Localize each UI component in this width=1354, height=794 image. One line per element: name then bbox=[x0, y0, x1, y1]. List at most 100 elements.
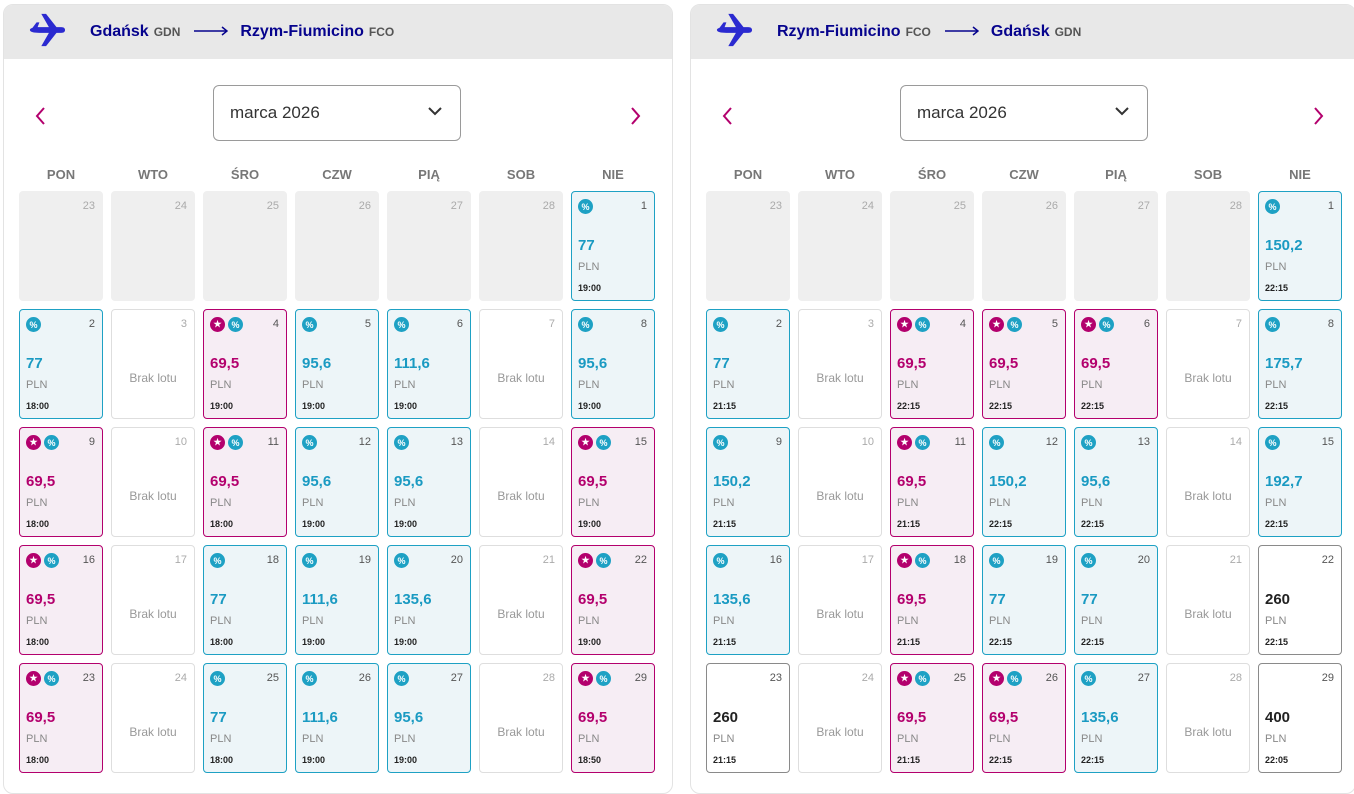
fare-price: 175,7 bbox=[1265, 355, 1303, 372]
day-number: 26 bbox=[358, 200, 371, 212]
day-number: 18 bbox=[266, 554, 279, 566]
discount-icon: % bbox=[1007, 317, 1022, 332]
calendar-day-cell[interactable]: 27% 95,6 PLN 19:00 bbox=[387, 663, 471, 773]
chevron-left-icon[interactable] bbox=[717, 105, 739, 127]
fare-price: 69,5 bbox=[989, 355, 1019, 372]
calendar-day-cell[interactable]: 1% 150,2 PLN 22:15 bbox=[1258, 191, 1342, 301]
currency-label: PLN bbox=[26, 615, 48, 627]
calendar-day-cell[interactable]: 13% 95,6 PLN 22:15 bbox=[1074, 427, 1158, 537]
calendar-day-cell[interactable]: 29 ★% 69,5 PLN 18:50 bbox=[571, 663, 655, 773]
calendar-day-cell[interactable]: 12% 150,2 PLN 22:15 bbox=[982, 427, 1066, 537]
badge-group: % bbox=[1081, 671, 1096, 686]
currency-label: PLN bbox=[1265, 733, 1287, 745]
calendar-day-cell[interactable]: 26 ★% 69,5 PLN 22:15 bbox=[982, 663, 1066, 773]
fare-price: 77 bbox=[989, 591, 1006, 608]
chevron-right-icon[interactable] bbox=[624, 105, 646, 127]
currency-label: PLN bbox=[578, 733, 600, 745]
currency-label: PLN bbox=[1265, 497, 1287, 509]
calendar-day-cell[interactable]: 23 ★% 69,5 PLN 18:00 bbox=[19, 663, 103, 773]
departure-time: 22:15 bbox=[897, 401, 921, 411]
calendar-day-cell[interactable]: 4 ★% 69,5 PLN 22:15 bbox=[890, 309, 974, 419]
discount-icon: % bbox=[596, 553, 611, 568]
badge-group: % bbox=[713, 553, 728, 568]
calendar-day-cell[interactable]: 22 ★% 69,5 PLN 19:00 bbox=[571, 545, 655, 655]
club-star-icon: ★ bbox=[989, 671, 1004, 686]
calendar-day-cell[interactable]: 19% 111,6 PLN 19:00 bbox=[295, 545, 379, 655]
departure-time: 18:00 bbox=[26, 637, 50, 647]
calendar-day-cell[interactable]: 9% 150,2 PLN 21:15 bbox=[706, 427, 790, 537]
calendar-day-cell[interactable]: 27% 135,6 PLN 22:15 bbox=[1074, 663, 1158, 773]
discount-icon: % bbox=[302, 317, 317, 332]
discount-icon: % bbox=[1081, 671, 1096, 686]
chevron-left-icon[interactable] bbox=[30, 105, 52, 127]
fare-price: 77 bbox=[26, 355, 43, 372]
calendar-day-cell[interactable]: 5% 95,6 PLN 19:00 bbox=[295, 309, 379, 419]
day-number: 20 bbox=[450, 554, 463, 566]
calendar-day-cell: 14 Brak lotu bbox=[479, 427, 563, 537]
calendar-day-cell[interactable]: 25% 77 PLN 18:00 bbox=[203, 663, 287, 773]
plane-icon bbox=[28, 11, 90, 54]
calendar-day-cell[interactable]: 13% 95,6 PLN 19:00 bbox=[387, 427, 471, 537]
calendar-day-cell[interactable]: 4 ★% 69,5 PLN 19:00 bbox=[203, 309, 287, 419]
calendar-day-cell[interactable]: 18% 77 PLN 18:00 bbox=[203, 545, 287, 655]
badge-group: ★% bbox=[578, 435, 611, 450]
chevron-right-icon[interactable] bbox=[1307, 105, 1329, 127]
day-number: 10 bbox=[174, 436, 187, 448]
weekday-label: PIĄ bbox=[1105, 167, 1127, 182]
departure-time: 22:15 bbox=[989, 401, 1013, 411]
calendar-day-cell: 23 bbox=[19, 191, 103, 301]
calendar-day-cell[interactable]: 1% 77 PLN 19:00 bbox=[571, 191, 655, 301]
calendar-day-cell[interactable]: 11 ★% 69,5 PLN 18:00 bbox=[203, 427, 287, 537]
no-flight-label: Brak lotu bbox=[816, 489, 864, 503]
calendar-day-cell[interactable]: 15% 192,7 PLN 22:15 bbox=[1258, 427, 1342, 537]
day-number: 24 bbox=[174, 200, 187, 212]
day-number: 3 bbox=[180, 318, 187, 330]
badge-group: % bbox=[1081, 435, 1096, 450]
currency-label: PLN bbox=[713, 733, 735, 745]
calendar-day-cell[interactable]: 11 ★% 69,5 PLN 21:15 bbox=[890, 427, 974, 537]
calendar-day-cell: 24 Brak lotu bbox=[111, 663, 195, 773]
discount-icon: % bbox=[210, 671, 225, 686]
calendar-day-cell[interactable]: 2% 77 PLN 18:00 bbox=[19, 309, 103, 419]
calendar-day-cell[interactable]: 19% 77 PLN 22:15 bbox=[982, 545, 1066, 655]
calendar-day-cell[interactable]: 16 ★% 69,5 PLN 18:00 bbox=[19, 545, 103, 655]
month-select[interactable]: marca 2026 bbox=[213, 85, 461, 141]
day-number: 6 bbox=[1143, 318, 1150, 330]
currency-label: PLN bbox=[989, 497, 1011, 509]
calendar-day-cell[interactable]: 22 260 PLN 22:15 bbox=[1258, 545, 1342, 655]
calendar-day-cell[interactable]: 5 ★% 69,5 PLN 22:15 bbox=[982, 309, 1066, 419]
badge-group: % bbox=[1265, 199, 1280, 214]
calendar-day-cell[interactable]: 2% 77 PLN 21:15 bbox=[706, 309, 790, 419]
calendar-day-cell[interactable]: 8% 95,6 PLN 19:00 bbox=[571, 309, 655, 419]
calendar-day-cell[interactable]: 26% 111,6 PLN 19:00 bbox=[295, 663, 379, 773]
weekday-label: SOB bbox=[1193, 167, 1223, 182]
calendar-day-cell: 21 Brak lotu bbox=[1166, 545, 1250, 655]
calendar-day-cell: 28 bbox=[479, 191, 563, 301]
departure-time: 19:00 bbox=[578, 283, 602, 293]
calendar-day-cell[interactable]: 20% 135,6 PLN 19:00 bbox=[387, 545, 471, 655]
departure-time: 21:15 bbox=[897, 755, 921, 765]
calendar-day-cell[interactable]: 6% 111,6 PLN 19:00 bbox=[387, 309, 471, 419]
calendar-day-cell[interactable]: 23 260 PLN 21:15 bbox=[706, 663, 790, 773]
calendar-day-cell[interactable]: 16% 135,6 PLN 21:15 bbox=[706, 545, 790, 655]
calendar-day-cell[interactable]: 25 ★% 69,5 PLN 21:15 bbox=[890, 663, 974, 773]
discount-icon: % bbox=[713, 435, 728, 450]
calendar-day-cell[interactable]: 6 ★% 69,5 PLN 22:15 bbox=[1074, 309, 1158, 419]
discount-icon: % bbox=[915, 671, 930, 686]
calendar-day-cell[interactable]: 18 ★% 69,5 PLN 21:15 bbox=[890, 545, 974, 655]
calendar-day-cell[interactable]: 15 ★% 69,5 PLN 19:00 bbox=[571, 427, 655, 537]
currency-label: PLN bbox=[394, 497, 416, 509]
day-number: 5 bbox=[1051, 318, 1058, 330]
calendar-day-cell[interactable]: 12% 95,6 PLN 19:00 bbox=[295, 427, 379, 537]
month-select[interactable]: marca 2026 bbox=[900, 85, 1148, 141]
calendar-day-cell[interactable]: 20% 77 PLN 22:15 bbox=[1074, 545, 1158, 655]
no-flight-label: Brak lotu bbox=[497, 725, 545, 739]
discount-icon: % bbox=[989, 553, 1004, 568]
day-number: 11 bbox=[954, 436, 966, 448]
calendar-day-cell[interactable]: 9 ★% 69,5 PLN 18:00 bbox=[19, 427, 103, 537]
calendar-day-cell[interactable]: 8% 175,7 PLN 22:15 bbox=[1258, 309, 1342, 419]
badge-group: % bbox=[302, 553, 317, 568]
day-number: 23 bbox=[769, 200, 782, 212]
calendar-day-cell[interactable]: 29 400 PLN 22:05 bbox=[1258, 663, 1342, 773]
badge-group: ★% bbox=[897, 435, 930, 450]
